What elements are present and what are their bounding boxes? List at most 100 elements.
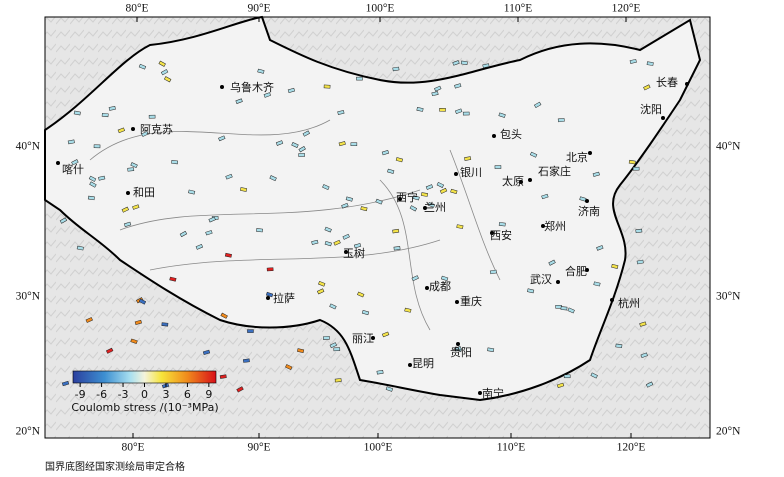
stress-rect bbox=[357, 291, 365, 298]
city-label: 昆明 bbox=[412, 357, 434, 370]
stress-rect bbox=[311, 239, 319, 245]
city-dot bbox=[661, 116, 665, 120]
city-dot bbox=[492, 134, 496, 138]
stress-rect bbox=[333, 239, 341, 246]
city-label: 乌鲁木齐 bbox=[230, 80, 274, 94]
city-dot bbox=[585, 268, 589, 272]
stress-rect bbox=[141, 131, 149, 137]
stress-rect bbox=[338, 141, 346, 147]
colorbar-tick-label: 3 bbox=[162, 388, 169, 401]
stress-rect bbox=[452, 60, 460, 66]
stress-rect bbox=[416, 107, 424, 112]
lat-label: 20°N bbox=[716, 426, 741, 438]
stress-rect bbox=[385, 386, 394, 392]
city-dot bbox=[456, 342, 460, 346]
stress-rect bbox=[489, 269, 497, 275]
lon-label: 100°E bbox=[366, 3, 395, 15]
stress-rect bbox=[323, 84, 331, 89]
stress-rect bbox=[431, 91, 439, 97]
city-label: 银川 bbox=[460, 165, 482, 179]
city-label: 贵阳 bbox=[450, 346, 472, 359]
city-label: 玉树 bbox=[343, 246, 365, 260]
stress-rect bbox=[73, 110, 81, 116]
stress-rect bbox=[89, 181, 97, 188]
city-dot bbox=[220, 85, 224, 89]
stress-rect bbox=[425, 184, 434, 190]
stress-rect bbox=[412, 195, 420, 201]
stress-rect bbox=[635, 228, 643, 234]
lat-label: 30°N bbox=[716, 291, 741, 303]
stress-rect bbox=[640, 352, 648, 358]
stress-rect bbox=[387, 168, 395, 174]
stress-rect bbox=[148, 114, 156, 119]
stress-rect bbox=[224, 252, 232, 258]
stress-rect bbox=[101, 113, 109, 118]
stress-rect bbox=[202, 349, 211, 355]
stress-rect bbox=[498, 222, 506, 227]
city-label: 阿克苏 bbox=[140, 123, 173, 136]
stress-rect bbox=[337, 110, 345, 115]
city-dot bbox=[408, 363, 412, 367]
colorbar-tick-label: 6 bbox=[184, 388, 191, 401]
stress-rect bbox=[322, 184, 330, 190]
stress-rect bbox=[393, 246, 401, 251]
stress-rect bbox=[263, 92, 271, 98]
colorbar-tick-label: 0 bbox=[141, 388, 148, 401]
stress-rect bbox=[117, 127, 126, 134]
colorbar-tick-label: -3 bbox=[118, 388, 129, 401]
city-dot bbox=[588, 151, 592, 155]
stress-rect bbox=[242, 358, 250, 363]
stress-rect bbox=[240, 187, 248, 192]
stress-rect bbox=[376, 370, 384, 375]
stress-rect bbox=[247, 329, 254, 333]
lat-label: 30°N bbox=[16, 291, 41, 303]
stress-rect bbox=[353, 243, 362, 249]
stress-rect bbox=[93, 144, 101, 149]
stress-rect bbox=[375, 198, 383, 205]
city-dot bbox=[478, 391, 482, 395]
stress-rect bbox=[541, 193, 549, 200]
stress-rect bbox=[225, 173, 233, 180]
stress-rect bbox=[127, 167, 135, 172]
stress-rect bbox=[464, 156, 472, 161]
city-label: 合肥 bbox=[565, 264, 587, 278]
colorbar bbox=[72, 370, 217, 384]
stress-rect bbox=[392, 228, 400, 234]
china-border bbox=[44, 15, 702, 402]
city-dot bbox=[556, 280, 560, 284]
stress-rect bbox=[329, 303, 337, 310]
stress-rect bbox=[593, 281, 601, 287]
stress-rect bbox=[256, 228, 263, 233]
stress-rect bbox=[179, 230, 188, 238]
stress-rect bbox=[356, 76, 363, 81]
stress-rect bbox=[163, 76, 172, 83]
city-label: 丽江 bbox=[352, 332, 374, 345]
stress-rect bbox=[590, 372, 598, 379]
lat-label: 20°N bbox=[16, 426, 41, 438]
stress-rect bbox=[454, 345, 462, 352]
colorbar-tick-label: -9 bbox=[75, 388, 86, 401]
stress-rect bbox=[563, 374, 571, 379]
stress-rect bbox=[323, 335, 330, 340]
city-label: 和田 bbox=[133, 186, 155, 199]
city-dot bbox=[56, 161, 60, 165]
stress-rect bbox=[643, 84, 651, 91]
stress-rect bbox=[615, 343, 623, 349]
city-dot bbox=[398, 197, 402, 201]
stress-rect bbox=[195, 243, 204, 250]
stress-rect bbox=[169, 276, 177, 282]
lat-label: 40°N bbox=[16, 141, 41, 153]
stress-rect bbox=[341, 202, 349, 209]
stress-rect bbox=[161, 322, 169, 327]
stress-rect bbox=[134, 319, 142, 325]
stress-rect bbox=[611, 264, 619, 269]
stress-rect bbox=[360, 206, 368, 212]
stress-rect bbox=[275, 140, 284, 146]
stress-rect bbox=[421, 192, 428, 197]
city-label: 北京 bbox=[566, 150, 588, 164]
city-label: 杭州 bbox=[618, 296, 640, 310]
stress-rect bbox=[61, 380, 70, 387]
stress-rect bbox=[592, 171, 600, 177]
stress-rect bbox=[108, 106, 116, 111]
stress-rect bbox=[298, 153, 305, 157]
